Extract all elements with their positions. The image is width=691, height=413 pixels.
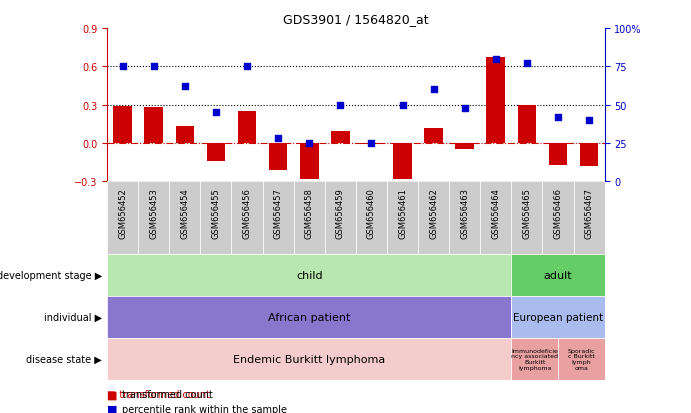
Text: GSM656458: GSM656458: [305, 188, 314, 238]
Bar: [107, 338, 511, 380]
Point: [583, 117, 594, 124]
Bar: [138, 182, 169, 254]
Text: Sporadic
c Burkitt
lymph
oma: Sporadic c Burkitt lymph oma: [567, 348, 595, 370]
Point: [148, 64, 159, 70]
Text: child: child: [296, 270, 323, 280]
Point: [210, 109, 221, 116]
Bar: [580, 143, 598, 166]
Bar: [325, 182, 356, 254]
Point: [491, 56, 502, 63]
Bar: [511, 296, 605, 338]
Bar: [362, 143, 381, 145]
Text: percentile rank within the sample: percentile rank within the sample: [122, 404, 287, 413]
Point: [303, 140, 314, 147]
Text: ■: ■: [107, 404, 117, 413]
Bar: [144, 108, 163, 143]
Point: [397, 102, 408, 109]
Bar: [542, 182, 574, 254]
Text: European patient: European patient: [513, 312, 603, 322]
Text: GSM656455: GSM656455: [211, 188, 220, 238]
Text: GSM656456: GSM656456: [243, 188, 252, 238]
Bar: [418, 182, 449, 254]
Bar: [200, 182, 231, 254]
Bar: [107, 182, 138, 254]
Bar: [169, 182, 200, 254]
Bar: [356, 182, 387, 254]
Bar: [480, 182, 511, 254]
Bar: [424, 128, 443, 143]
Text: GSM656464: GSM656464: [491, 188, 500, 238]
Text: individual ▶: individual ▶: [44, 312, 102, 322]
Point: [272, 135, 283, 142]
Bar: [387, 182, 418, 254]
Title: GDS3901 / 1564820_at: GDS3901 / 1564820_at: [283, 13, 428, 26]
Point: [366, 140, 377, 147]
Text: GSM656460: GSM656460: [367, 188, 376, 238]
Point: [552, 114, 563, 121]
Text: GSM656467: GSM656467: [585, 188, 594, 238]
Text: GSM656452: GSM656452: [118, 188, 127, 238]
Bar: [455, 143, 474, 150]
Bar: [300, 143, 319, 179]
Bar: [231, 182, 263, 254]
Bar: [393, 143, 412, 179]
Text: development stage ▶: development stage ▶: [0, 270, 102, 280]
Text: GSM656466: GSM656466: [553, 188, 562, 238]
Bar: [511, 338, 558, 380]
Bar: [107, 254, 511, 296]
Point: [117, 64, 129, 70]
Point: [428, 87, 439, 93]
Bar: [518, 105, 536, 143]
Bar: [269, 143, 287, 170]
Text: disease state ▶: disease state ▶: [26, 354, 102, 364]
Text: ■: ■: [107, 389, 117, 399]
Text: GSM656459: GSM656459: [336, 188, 345, 238]
Text: GSM656465: GSM656465: [522, 188, 531, 238]
Point: [334, 102, 346, 109]
Text: Endemic Burkitt lymphoma: Endemic Burkitt lymphoma: [233, 354, 386, 364]
Bar: [238, 112, 256, 143]
Bar: [511, 254, 605, 296]
Bar: [511, 182, 542, 254]
Text: adult: adult: [544, 270, 572, 280]
Text: African patient: African patient: [268, 312, 350, 322]
Text: GSM656463: GSM656463: [460, 188, 469, 238]
Text: GSM656462: GSM656462: [429, 188, 438, 238]
Bar: [574, 182, 605, 254]
Bar: [107, 296, 511, 338]
Text: GSM656461: GSM656461: [398, 188, 407, 238]
Point: [521, 61, 532, 67]
Point: [242, 64, 253, 70]
Bar: [207, 143, 225, 161]
Bar: [486, 58, 505, 143]
Point: [459, 105, 470, 112]
Point: [179, 84, 190, 90]
Bar: [331, 132, 350, 143]
Bar: [176, 127, 194, 143]
Text: Immunodeficie
ncy associated
Burkitt
lymphoma: Immunodeficie ncy associated Burkitt lym…: [511, 348, 558, 370]
Text: GSM656453: GSM656453: [149, 188, 158, 238]
Bar: [263, 182, 294, 254]
Bar: [449, 182, 480, 254]
Bar: [558, 338, 605, 380]
Bar: [294, 182, 325, 254]
Text: transformed count: transformed count: [122, 389, 213, 399]
Text: GSM656454: GSM656454: [180, 188, 189, 238]
Text: ■ transformed count: ■ transformed count: [107, 389, 210, 399]
Bar: [113, 107, 132, 143]
Bar: [549, 143, 567, 165]
Text: GSM656457: GSM656457: [274, 188, 283, 238]
